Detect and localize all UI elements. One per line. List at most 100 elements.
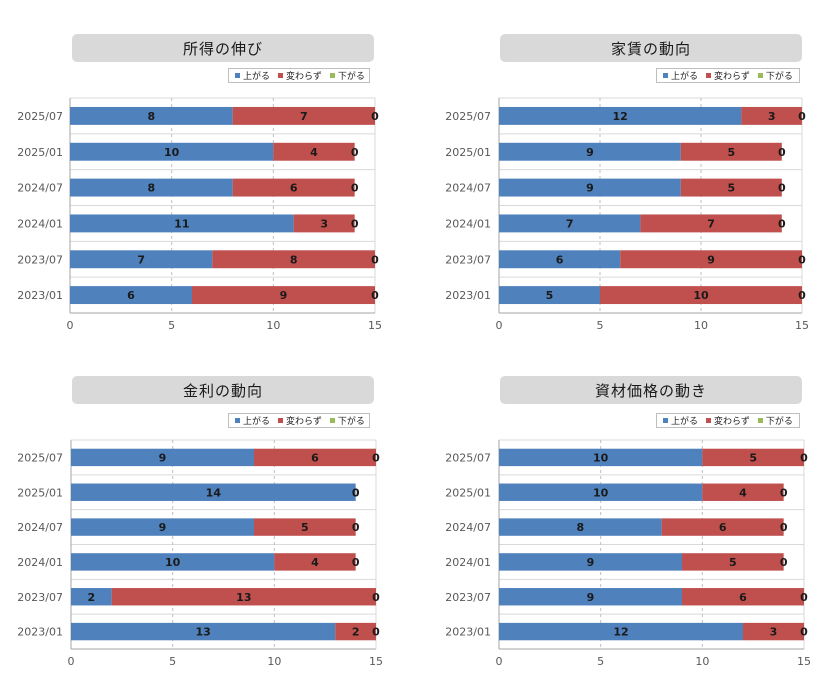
bar-data-label: 0	[780, 556, 788, 569]
bar-data-label: 8	[148, 110, 156, 123]
bar-segment-1	[499, 178, 681, 197]
bar-data-label: 9	[586, 146, 594, 159]
legend-label-same: 変わらず	[714, 72, 750, 82]
y-category-label: 2023/01	[445, 289, 491, 302]
chart-legend: 上がる 変わらず 下がる	[228, 68, 370, 83]
bar-data-label: 9	[159, 451, 167, 464]
bar-data-label: 6	[719, 521, 727, 534]
bar-data-label: 14	[206, 486, 222, 499]
bar-data-label: 5	[727, 146, 735, 159]
bar-data-label: 3	[770, 626, 778, 639]
y-category-label: 2025/07	[445, 451, 491, 464]
chart-title: 家賃の動向	[500, 34, 802, 62]
bar-data-label: 0	[372, 626, 380, 639]
bar-data-label: 0	[372, 451, 380, 464]
y-category-label: 2025/07	[17, 451, 63, 464]
y-category-label: 2025/01	[445, 486, 491, 499]
bar-data-label: 10	[693, 289, 709, 302]
bar-data-label: 6	[556, 253, 564, 266]
legend-label-up: 上がる	[243, 72, 271, 82]
bar-data-label: 7	[137, 253, 145, 266]
chart-plot-area: 0 5 10 15 2025/07 12 3 0 2025/01 9 5 0 2024/07 9 5 0 202…	[445, 97, 809, 332]
bar-data-label: 8	[290, 253, 298, 266]
bar-segment-1	[499, 106, 742, 125]
bar-segment-1	[71, 588, 112, 606]
bar-data-label: 6	[127, 289, 135, 302]
y-category-label: 2023/01	[445, 626, 491, 639]
x-tick-label: 15	[797, 655, 811, 668]
bar-data-label: 0	[778, 217, 786, 230]
bar-segment-2	[743, 622, 804, 641]
x-tick-label: 0	[67, 319, 74, 332]
bar-data-label: 0	[800, 626, 808, 639]
x-tick-label: 10	[266, 319, 280, 332]
y-category-label: 2024/07	[17, 521, 63, 534]
legend-label-up: 上がる	[243, 417, 271, 427]
y-category-label: 2025/01	[17, 146, 63, 159]
bar-segment-2	[640, 214, 782, 233]
bar-data-label: 8	[577, 521, 585, 534]
legend-swatch-same	[278, 73, 284, 78]
bar-data-label: 3	[768, 110, 776, 123]
bar-segment-2	[254, 518, 356, 536]
legend-item-down: 下がる	[757, 414, 793, 427]
y-category-label: 2023/07	[17, 591, 63, 604]
y-category-label: 2024/07	[445, 521, 491, 534]
bar-segment-1	[71, 553, 275, 571]
bar-data-label: 0	[798, 253, 806, 266]
legend-label-down: 下がる	[337, 72, 365, 82]
legend-item-same: 変わらず	[278, 69, 322, 82]
legend-label-same: 変わらず	[286, 72, 322, 82]
legend-label-up: 上がる	[671, 72, 699, 82]
bar-segment-1	[70, 106, 233, 125]
bar-data-label: 0	[800, 451, 808, 464]
chart-panel-materials: 資材価格の動き 上がる 変わらず 下がる 0 5 10 15 2025/07 10 5 0 20…	[413, 337, 826, 674]
x-tick-label: 5	[169, 655, 176, 668]
bar-segment-1	[70, 286, 192, 305]
bar-segment-1	[499, 448, 703, 467]
y-category-label: 2024/01	[17, 556, 63, 569]
bar-data-label: 7	[300, 110, 308, 123]
bar-segment-1	[70, 250, 213, 269]
legend-swatch-down	[757, 418, 763, 423]
legend-item-up: 上がる	[235, 69, 270, 82]
bar-data-label: 9	[586, 182, 594, 195]
bar-segment-1	[499, 588, 682, 606]
bar-data-label: 9	[707, 253, 715, 266]
bar-data-label: 9	[159, 521, 167, 534]
bar-segment-1	[71, 622, 336, 641]
bar-data-label: 9	[587, 591, 595, 604]
bar-data-label: 0	[778, 146, 786, 159]
bar-data-label: 0	[798, 110, 806, 123]
legend-item-same: 変わらず	[706, 414, 750, 427]
y-category-label: 2023/07	[445, 253, 491, 266]
bar-segment-2	[682, 588, 804, 606]
bar-segment-2	[620, 250, 802, 269]
legend-swatch-down	[329, 73, 335, 78]
bar-data-label: 0	[351, 217, 359, 230]
bar-data-label: 6	[739, 591, 747, 604]
chart-title: 所得の伸び	[72, 34, 374, 62]
legend-label-same: 変わらず	[286, 417, 322, 427]
bar-segment-1	[71, 483, 356, 501]
bar-segment-2	[254, 448, 376, 467]
y-category-label: 2025/07	[17, 110, 63, 123]
legend-label-same: 変わらず	[714, 417, 750, 427]
legend-item-down: 下がる	[329, 69, 365, 82]
bar-data-label: 12	[613, 626, 628, 639]
bar-segment-2	[702, 448, 804, 467]
legend-swatch-up	[663, 418, 668, 423]
bar-segment-2	[273, 142, 355, 161]
chart-plot-area: 0 5 10 15 2025/07 8 7 0 2025/01 10 4 0 2024/07 8 6 0 202…	[17, 97, 382, 332]
bar-segment-2	[661, 518, 784, 536]
legend-item-up: 上がる	[663, 69, 698, 82]
bar-data-label: 0	[352, 556, 360, 569]
legend-swatch-down	[329, 418, 335, 423]
bar-data-label: 0	[351, 146, 359, 159]
bar-segment-2	[741, 106, 802, 125]
bar-segment-1	[499, 250, 621, 269]
legend-swatch-same	[278, 418, 284, 423]
bar-segment-1	[499, 214, 641, 233]
legend-item-down: 下がる	[757, 69, 793, 82]
